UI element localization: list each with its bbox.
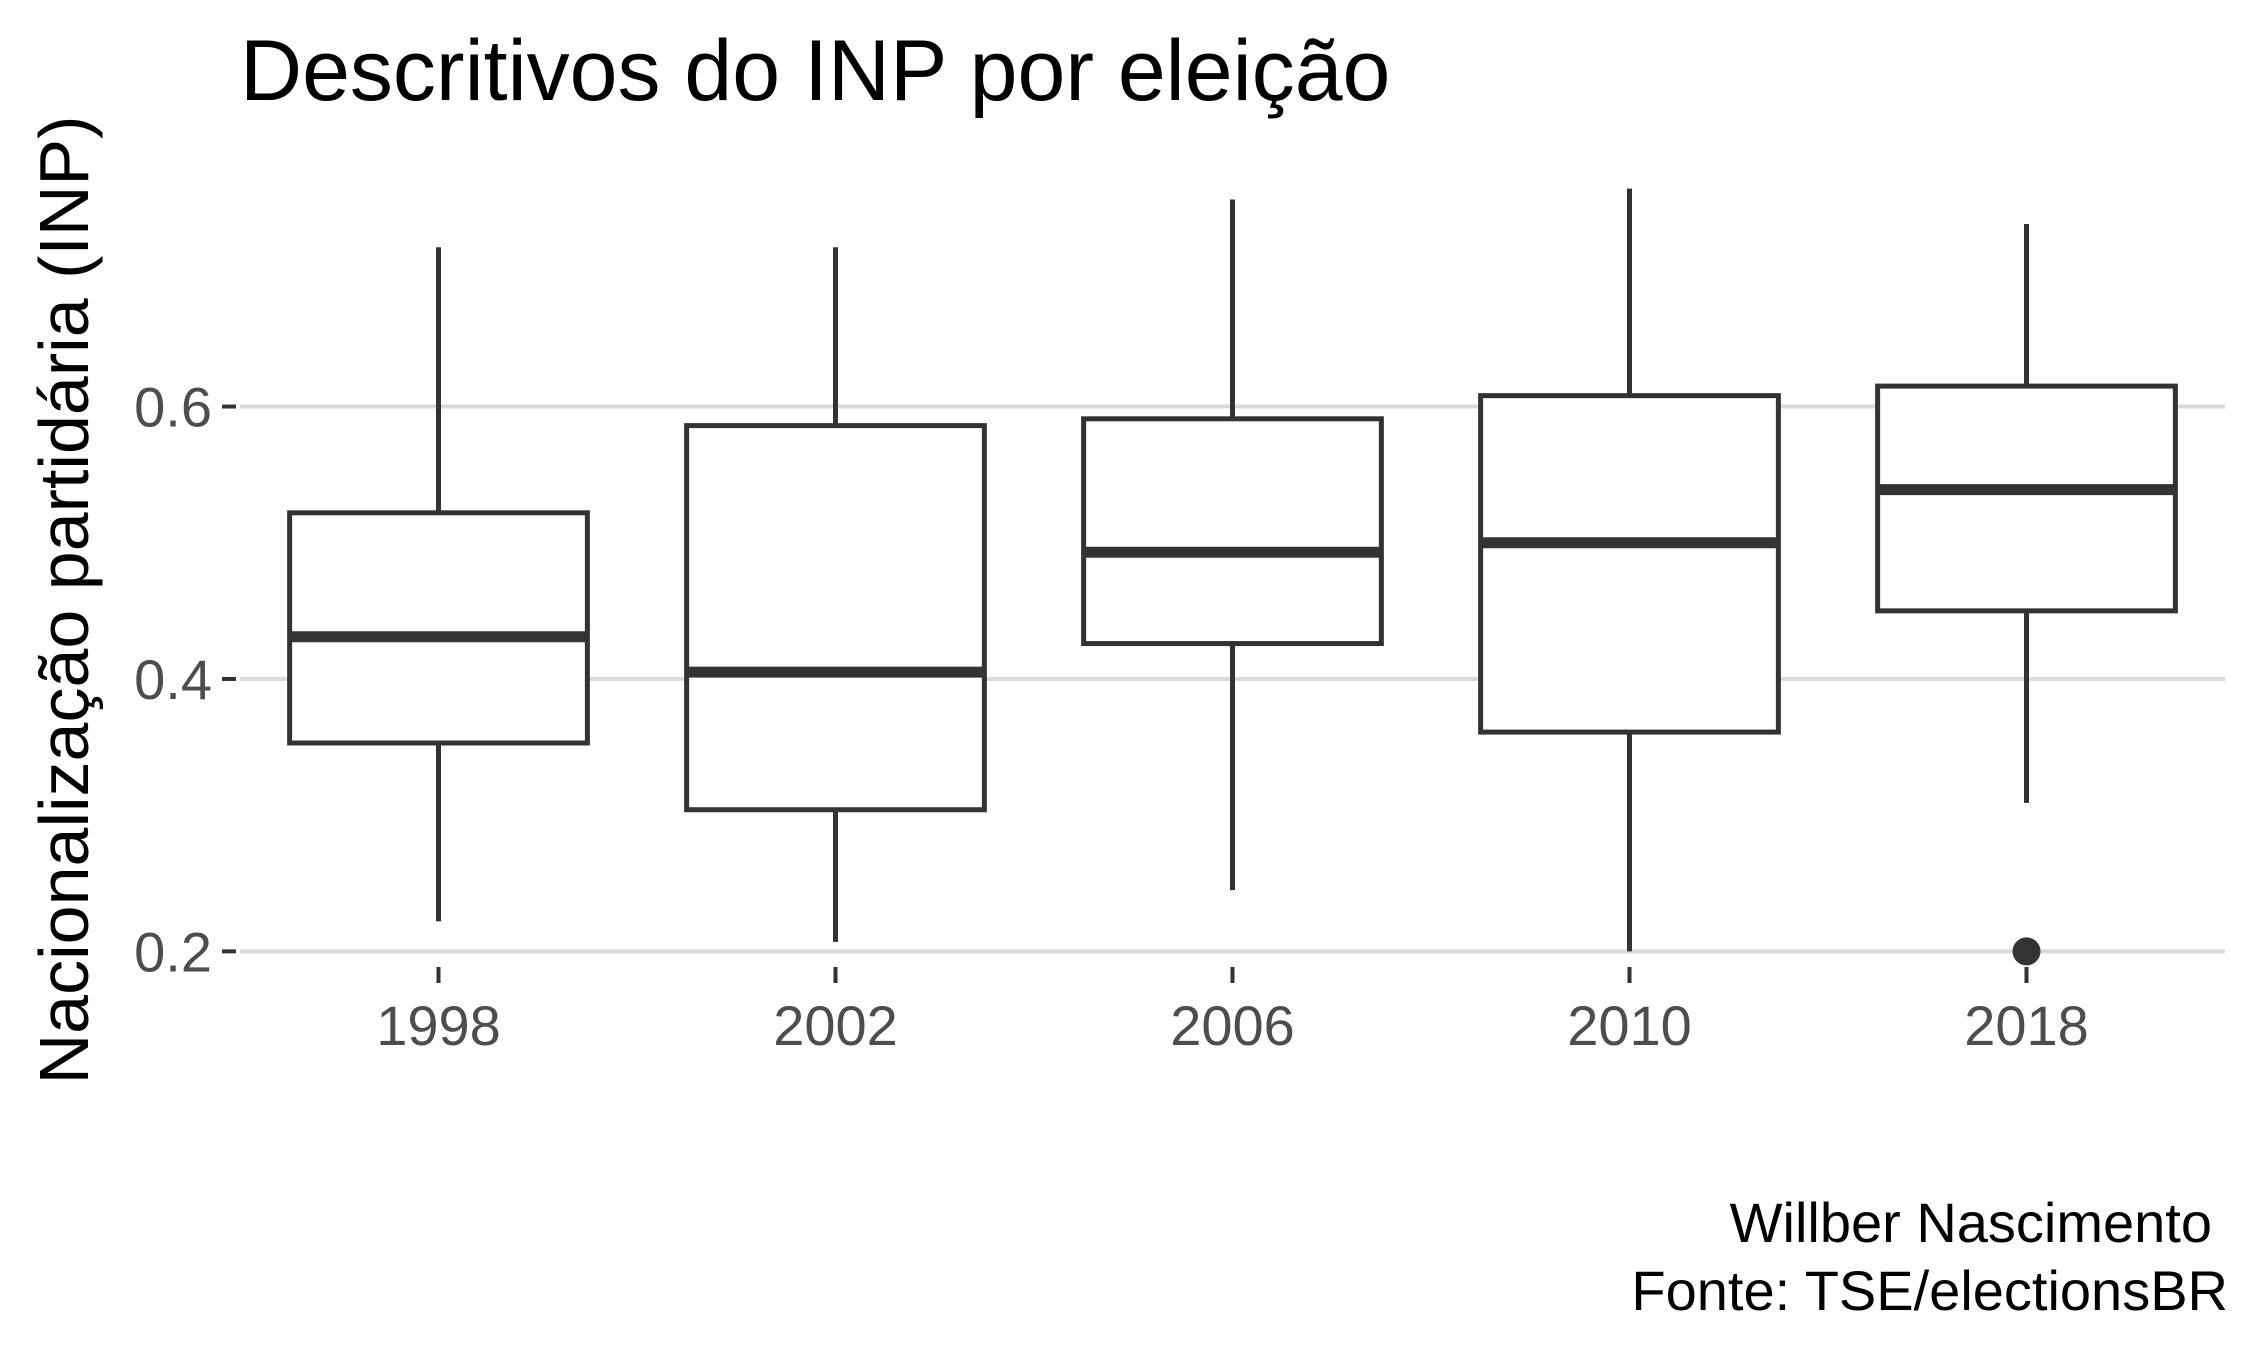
boxes bbox=[287, 188, 2178, 966]
y-tick-label: 0.2 bbox=[134, 920, 212, 983]
box-iqr bbox=[287, 510, 590, 746]
x-tick-label: 2006 bbox=[1170, 994, 1295, 1057]
box-1998 bbox=[287, 247, 590, 922]
box-iqr bbox=[1478, 393, 1781, 735]
x-tick-label: 2010 bbox=[1567, 994, 1692, 1057]
x-axis: 1998 2002 2006 2010 2018 bbox=[376, 967, 2089, 1057]
y-axis-label: Nacionalização partidária (INP) bbox=[25, 116, 103, 1085]
x-tick-label: 1998 bbox=[376, 994, 501, 1057]
chart-title: Descritivos do INP por eleição bbox=[240, 23, 1390, 119]
box-iqr bbox=[684, 423, 987, 813]
caption-author: Willber Nascimento bbox=[1730, 1191, 2212, 1254]
box-2002 bbox=[684, 247, 987, 942]
y-tick-label: 0.4 bbox=[134, 648, 212, 711]
box-2018 bbox=[1875, 224, 2178, 966]
x-tick-label: 2002 bbox=[773, 994, 898, 1057]
y-axis: 0.2 0.4 0.6 bbox=[134, 376, 236, 983]
y-tick-label: 0.6 bbox=[134, 376, 212, 439]
box-2010 bbox=[1478, 188, 1781, 952]
box-iqr bbox=[1875, 383, 2178, 614]
box-2006 bbox=[1081, 199, 1384, 891]
box-iqr bbox=[1081, 416, 1384, 647]
outlier-point bbox=[2012, 937, 2041, 966]
x-tick-label: 2018 bbox=[1964, 994, 2089, 1057]
caption-source: Fonte: TSE/electionsBR bbox=[1631, 1259, 2228, 1322]
